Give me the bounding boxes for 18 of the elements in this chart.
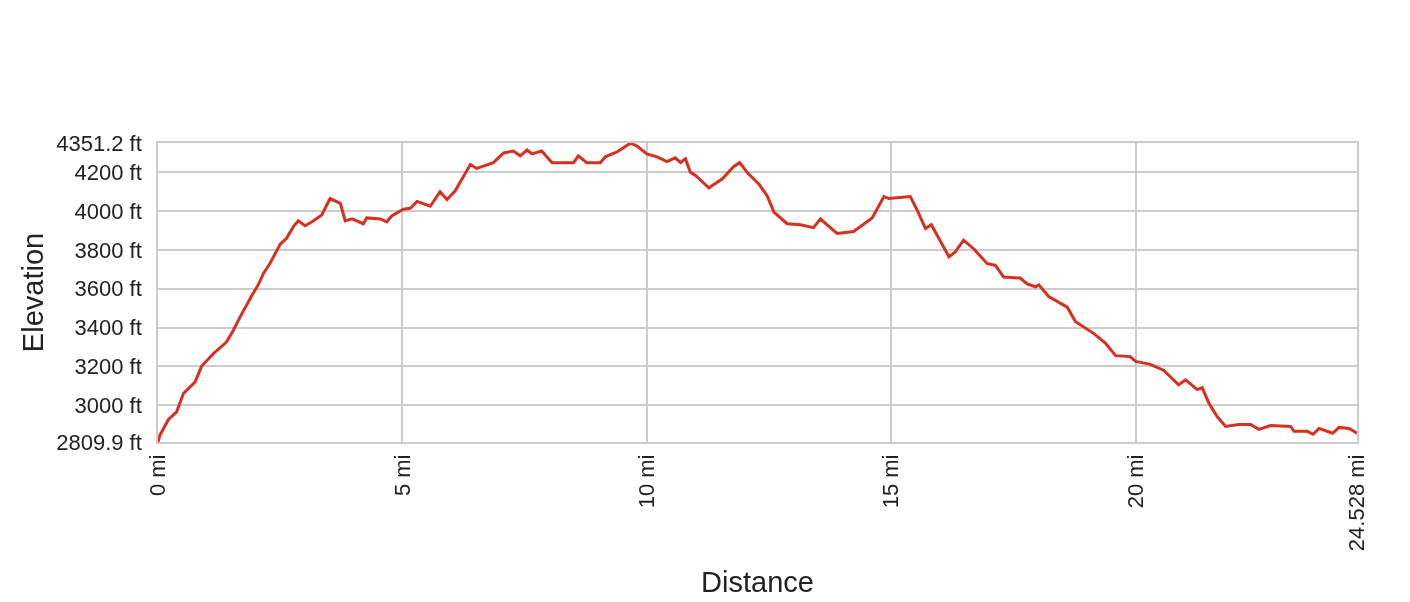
y-tick-label: 2809.9 ft	[56, 429, 142, 455]
x-tick-label: 5 mi	[389, 454, 415, 497]
y-tick-label: 3200 ft	[74, 354, 142, 380]
y-tick-label: 3600 ft	[74, 276, 142, 302]
y-tick-label: 3000 ft	[74, 392, 142, 418]
y-axis-title: Elevation	[17, 232, 50, 353]
y-tick-label: 4351.2 ft	[56, 130, 142, 156]
y-tick-label: 3400 ft	[74, 315, 142, 341]
x-tick-label: 0 mi	[145, 454, 171, 497]
y-tick-label: 3800 ft	[74, 237, 142, 263]
y-tick-label: 4000 ft	[74, 198, 142, 224]
x-tick-label: 15 mi	[878, 454, 904, 509]
y-tick-label: 4200 ft	[74, 160, 142, 186]
x-tick-label: 24.528 mi	[1344, 454, 1370, 552]
x-axis-title: Distance	[701, 566, 814, 599]
line-series	[158, 143, 1357, 442]
x-tick-label: 10 mi	[633, 454, 659, 509]
x-tick-label: 20 mi	[1122, 454, 1148, 509]
